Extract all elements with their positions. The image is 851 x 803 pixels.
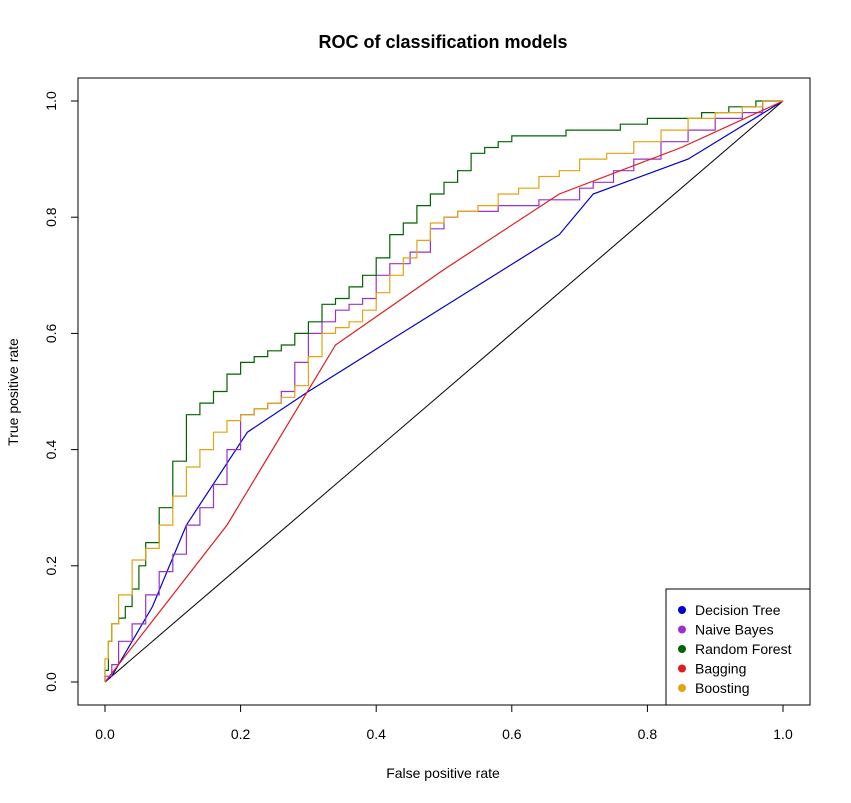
- y-tick-label: 1.0: [43, 91, 59, 111]
- legend-label-naive-bayes: Naive Bayes: [695, 622, 774, 638]
- plot-lines: [104, 100, 784, 683]
- y-axis-label: True positive rate: [5, 338, 21, 446]
- x-tick-label: 1.0: [773, 726, 793, 742]
- y-tick-label: 0.6: [43, 323, 59, 343]
- legend-box: [665, 588, 811, 706]
- legend-marker-boosting: [678, 684, 686, 692]
- chart-title: ROC of classification models: [318, 32, 567, 52]
- series-line-random-forest: [104, 100, 783, 682]
- y-tick-label: 0.4: [43, 440, 59, 460]
- x-tick-label: 0.2: [231, 726, 251, 742]
- x-tick-label: 0.4: [366, 726, 386, 742]
- x-tick-label: 0.6: [502, 726, 522, 742]
- legend: Decision Tree Naive Bayes Random Forest Bag…: [665, 588, 811, 706]
- y-tick-label: 0.0: [43, 672, 59, 692]
- legend-marker-bagging: [678, 664, 686, 673]
- legend-label-bagging: Bagging: [695, 661, 746, 677]
- legend-label-boosting: Boosting: [695, 680, 749, 696]
- legend-marker-naive-bayes: [678, 625, 686, 634]
- y-tick-label: 0.8: [43, 207, 59, 227]
- y-tick-label: 0.2: [43, 556, 59, 576]
- x-axis-label: False positive rate: [386, 765, 500, 781]
- series-line-bagging: [104, 100, 784, 683]
- series-line-boosting: [104, 100, 783, 682]
- reference-diagonal-line: [104, 100, 784, 683]
- legend-marker-decision-tree: [678, 606, 686, 614]
- legend-marker-random-forest: [678, 645, 686, 653]
- x-tick-label: 0.8: [638, 726, 658, 742]
- legend-label-random-forest: Random Forest: [695, 641, 792, 657]
- x-tick-label: 0.0: [95, 726, 115, 742]
- legend-label-decision-tree: Decision Tree: [695, 602, 781, 618]
- y-axis: 0.0 0.2 0.4 0.6 0.8 1.0: [43, 91, 79, 692]
- series-line-naive-bayes: [104, 100, 783, 682]
